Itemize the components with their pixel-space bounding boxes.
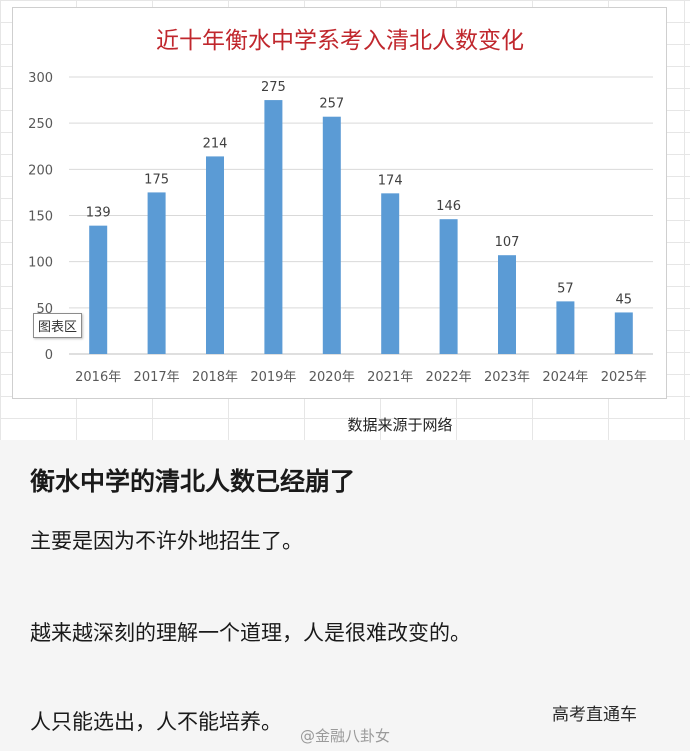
post-paragraph-3: 人只能选出，人不能培养。	[30, 710, 282, 734]
y-tick-label: 200	[28, 163, 53, 178]
chart-area-tag: 图表区	[33, 313, 83, 338]
y-tick-label: 0	[45, 348, 53, 363]
x-tick-label: 2022年	[426, 370, 472, 385]
chart-title: 近十年衡水中学系考入清北人数变化	[156, 28, 524, 54]
data-label: 146	[436, 199, 461, 214]
x-tick-label: 2016年	[75, 370, 121, 385]
bar	[439, 219, 458, 354]
x-tick-label: 2021年	[367, 370, 413, 385]
bar	[89, 225, 108, 354]
x-tick-label: 2018年	[192, 370, 238, 385]
data-label: 57	[557, 281, 574, 296]
data-source-note: 数据来源于网络	[347, 416, 453, 434]
post-body	[0, 440, 690, 751]
bar	[264, 100, 283, 354]
x-tick-label: 2017年	[134, 370, 180, 385]
bar	[614, 312, 633, 354]
y-tick-label: 250	[28, 117, 53, 132]
bar	[381, 193, 400, 354]
bar-chart: 近十年衡水中学系考入清北人数变化050100150200250300139201…	[28, 28, 653, 385]
post-headline: 衡水中学的清北人数已经崩了	[30, 467, 356, 496]
x-tick-label: 2019年	[250, 370, 296, 385]
watermark-weibo: @金融八卦女	[300, 727, 391, 745]
data-label: 175	[144, 172, 169, 187]
bar	[206, 156, 224, 354]
data-label: 275	[261, 80, 286, 95]
y-tick-label: 150	[28, 210, 53, 225]
x-tick-label: 2020年	[309, 370, 355, 385]
watermark-account: 高考直通车	[552, 705, 637, 725]
data-label: 107	[495, 235, 520, 250]
chart-container[interactable]: 近十年衡水中学系考入清北人数变化 0 50 100 150 200 250 300 139 201…	[12, 7, 667, 399]
y-tick-label: 300	[28, 71, 53, 86]
bar	[147, 192, 166, 354]
data-label: 214	[203, 136, 228, 151]
data-label: 174	[378, 173, 403, 188]
data-label: 45	[616, 292, 633, 307]
post-paragraph-2: 越来越深刻的理解一个道理，人是很难改变的。	[30, 621, 471, 645]
data-label: 257	[319, 97, 344, 112]
x-tick-label: 2023年	[484, 370, 530, 385]
y-tick-label: 100	[28, 256, 53, 271]
bar	[322, 116, 341, 354]
data-label: 139	[86, 206, 111, 221]
x-tick-label: 2025年	[601, 370, 647, 385]
x-tick-label: 2024年	[542, 370, 588, 385]
bar	[498, 255, 516, 354]
post-paragraph-1: 主要是因为不许外地招生了。	[30, 529, 303, 553]
bar	[556, 301, 575, 354]
